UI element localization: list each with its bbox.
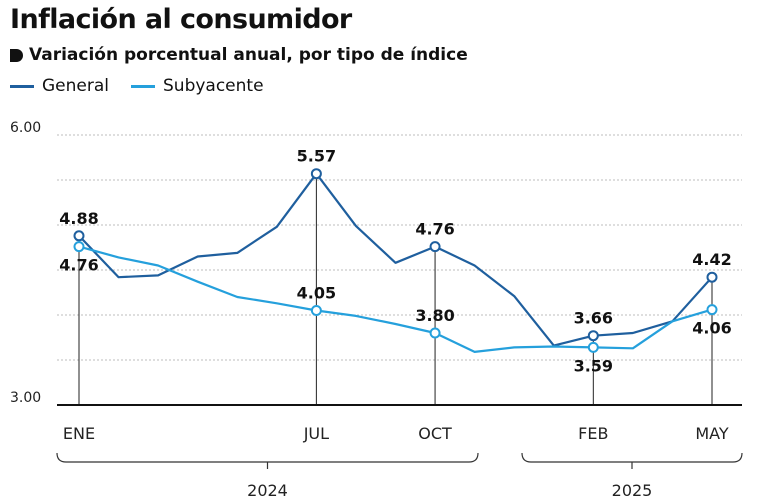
x-tick-label: ENE	[63, 424, 95, 443]
data-point-subyacente	[310, 305, 322, 316]
data-point-general	[429, 241, 441, 253]
data-label: 3.66	[574, 309, 613, 328]
data-label: 4.06	[692, 319, 731, 338]
data-point-subyacente	[587, 341, 599, 353]
series-line-subyacente	[78, 245, 713, 353]
y-tick-label: 3.00	[10, 390, 41, 406]
legend-label-general: General	[42, 76, 109, 96]
chart-title: Inflación al consumidor	[10, 4, 352, 35]
data-point-general	[587, 330, 599, 342]
data-label: 3.80	[415, 306, 454, 325]
series-line-general	[78, 172, 713, 347]
chart-subtitle-text: Variación porcentual anual, por tipo de …	[29, 45, 468, 65]
data-point-general	[706, 271, 718, 283]
legend-item-general: General	[10, 76, 109, 96]
x-tick-label: OCT	[418, 424, 452, 443]
data-label: 5.57	[297, 147, 336, 166]
data-point-general	[73, 230, 85, 242]
legend-swatch-subyacente	[131, 84, 155, 88]
year-bracket	[56, 452, 479, 463]
data-point-subyacente	[706, 304, 718, 316]
legend-swatch-general	[10, 84, 34, 88]
legend-label-subyacente: Subyacente	[163, 76, 264, 96]
y-tick-label: 6.00	[10, 120, 41, 136]
data-label: 4.76	[415, 220, 454, 239]
x-tick-label: JUL	[303, 424, 329, 443]
subtitle-bullet-icon	[10, 48, 23, 62]
data-label: 4.42	[692, 250, 731, 269]
data-point-general	[310, 168, 322, 180]
x-tick-label: FEB	[578, 424, 608, 443]
data-label: 4.76	[59, 256, 98, 275]
year-label: 2024	[247, 481, 288, 500]
chart-subtitle: Variación porcentual anual, por tipo de …	[10, 45, 468, 65]
legend: General Subyacente	[10, 76, 286, 96]
year-label: 2025	[612, 481, 653, 500]
x-tick-label: MAY	[695, 424, 729, 443]
data-label: 3.59	[574, 356, 613, 375]
data-label: 4.05	[297, 284, 336, 303]
data-label: 4.88	[59, 209, 98, 228]
legend-item-subyacente: Subyacente	[131, 76, 264, 96]
data-point-subyacente	[73, 241, 85, 253]
data-point-subyacente	[429, 327, 441, 339]
year-bracket	[521, 452, 743, 463]
